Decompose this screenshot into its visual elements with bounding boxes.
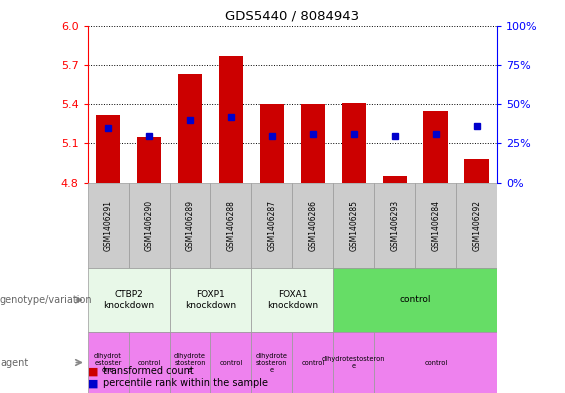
Bar (88, 183, 129, 268)
Bar (333, 332, 374, 393)
Bar (88, 332, 129, 393)
Bar (177, 74, 202, 183)
Text: GSM1406291: GSM1406291 (103, 200, 112, 251)
Text: genotype/variation: genotype/variation (0, 295, 93, 305)
Bar (293, 183, 333, 268)
Bar (251, 268, 333, 332)
Bar (293, 332, 333, 393)
Bar (457, 183, 497, 268)
Bar (464, 159, 489, 183)
Text: GSM1406289: GSM1406289 (185, 200, 194, 251)
Text: control: control (399, 296, 431, 305)
Bar (251, 332, 293, 393)
Bar (383, 176, 407, 183)
Bar (251, 183, 293, 268)
Text: FOXP1
knockdown: FOXP1 knockdown (185, 290, 236, 310)
Text: control: control (301, 360, 324, 365)
Bar (129, 183, 170, 268)
Bar (219, 56, 244, 183)
Bar (333, 183, 374, 268)
Bar (211, 332, 251, 393)
Text: GSM1406293: GSM1406293 (390, 200, 399, 251)
Text: control: control (219, 360, 242, 365)
Text: GSM1406290: GSM1406290 (145, 200, 154, 251)
Text: GSM1406286: GSM1406286 (308, 200, 318, 251)
Text: CTBP2
knockdown: CTBP2 knockdown (103, 290, 154, 310)
Text: control: control (424, 360, 447, 365)
Bar (137, 137, 162, 183)
Text: ■: ■ (88, 378, 102, 388)
Text: ■: ■ (88, 366, 102, 376)
Text: dihydrote
stosteron
e: dihydrote stosteron e (256, 353, 288, 373)
Text: GSM1406287: GSM1406287 (267, 200, 276, 251)
Bar (374, 332, 497, 393)
Bar (333, 268, 497, 332)
Text: GSM1406284: GSM1406284 (431, 200, 440, 251)
Bar (415, 183, 457, 268)
Text: GSM1406288: GSM1406288 (227, 200, 236, 251)
Bar (301, 104, 325, 183)
Text: transformed count: transformed count (103, 366, 194, 376)
Bar (170, 332, 210, 393)
Bar (341, 103, 366, 183)
Bar (95, 115, 120, 183)
Bar (129, 332, 170, 393)
Bar (211, 183, 251, 268)
Text: dihydrotestosteron
e: dihydrotestosteron e (322, 356, 385, 369)
Text: FOXA1
knockdown: FOXA1 knockdown (267, 290, 318, 310)
Text: control: control (137, 360, 160, 365)
Bar (170, 183, 210, 268)
Title: GDS5440 / 8084943: GDS5440 / 8084943 (225, 10, 359, 23)
Text: agent: agent (0, 358, 28, 367)
Bar (88, 268, 170, 332)
Text: dihydrote
stosteron
e: dihydrote stosteron e (174, 353, 206, 373)
Text: percentile rank within the sample: percentile rank within the sample (103, 378, 268, 388)
Text: GSM1406292: GSM1406292 (472, 200, 481, 251)
Bar (374, 183, 415, 268)
Bar (170, 268, 251, 332)
Bar (424, 111, 448, 183)
Text: dihydrot
estoster
one: dihydrot estoster one (94, 353, 122, 373)
Bar (260, 104, 284, 183)
Text: GSM1406285: GSM1406285 (349, 200, 358, 251)
